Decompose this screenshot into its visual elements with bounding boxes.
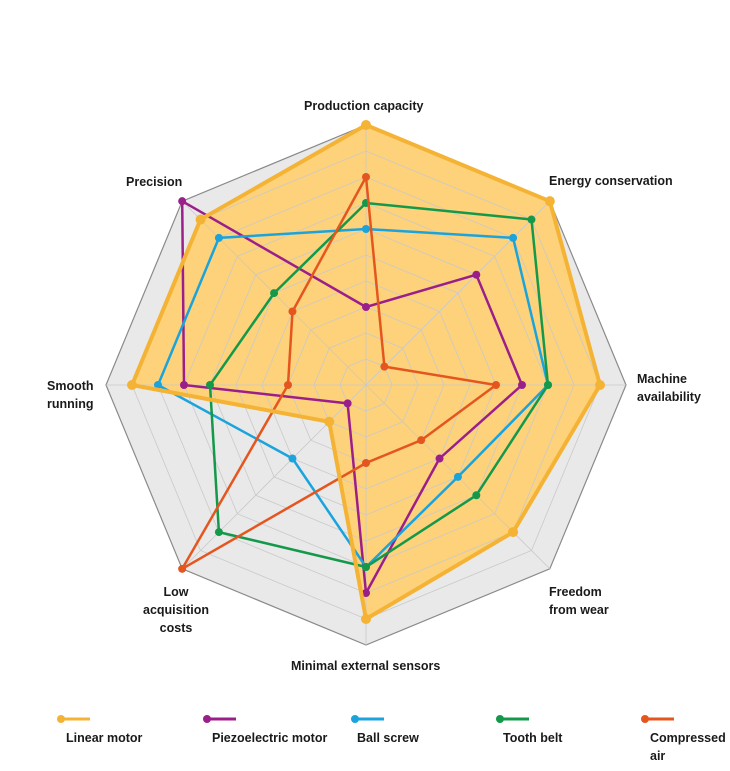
axis-label-low-acquisition-costs: Low acquisition costs <box>143 585 209 635</box>
data-point-ball-screw <box>509 233 518 242</box>
data-point-piezoelectric-motor <box>435 454 444 463</box>
legend-marker-compressed-air <box>641 715 649 723</box>
axis-label-smooth-running: Smooth running <box>47 379 94 411</box>
data-point-piezoelectric-motor <box>362 303 370 311</box>
data-point-compressed-air <box>380 362 389 371</box>
data-point-ball-screw <box>154 381 162 389</box>
legend-marker-tooth-belt <box>496 715 504 723</box>
axis-label-production-capacity: Production capacity <box>304 99 424 113</box>
data-point-compressed-air <box>288 307 297 316</box>
data-point-tooth-belt <box>544 381 552 389</box>
data-point-compressed-air <box>417 436 426 445</box>
data-point-linear-motor <box>361 614 371 624</box>
data-point-tooth-belt <box>472 491 481 500</box>
legend-label-tooth-belt: Tooth belt <box>503 731 563 745</box>
data-point-linear-motor <box>361 120 371 130</box>
data-point-tooth-belt <box>362 563 370 571</box>
legend-marker-linear-motor <box>57 715 65 723</box>
data-point-compressed-air <box>362 173 370 181</box>
axis-label-freedom-from-wear: Freedom from wear <box>549 585 609 617</box>
legend-label-ball-screw: Ball screw <box>357 731 419 745</box>
data-point-piezoelectric-motor <box>472 270 481 279</box>
data-point-ball-screw <box>214 233 223 242</box>
data-point-tooth-belt <box>527 215 536 224</box>
legend-label-linear-motor: Linear motor <box>66 731 143 745</box>
axis-label-precision: Precision <box>126 175 183 189</box>
axis-label-minimal-external-sensors: Minimal external sensors <box>291 659 441 673</box>
data-point-ball-screw <box>362 225 370 233</box>
data-point-ball-screw <box>453 472 462 481</box>
legend-marker-ball-screw <box>351 715 359 723</box>
legend-marker-piezoelectric-motor <box>203 715 211 723</box>
legend-label-compressed-air: Compressed air <box>650 731 726 763</box>
data-point-compressed-air <box>492 381 500 389</box>
data-point-tooth-belt <box>206 381 214 389</box>
data-point-linear-motor <box>195 214 206 225</box>
data-point-compressed-air <box>284 381 292 389</box>
data-point-linear-motor <box>324 416 335 427</box>
data-point-linear-motor <box>127 380 137 390</box>
legend-label-piezoelectric-motor: Piezoelectric motor <box>212 731 328 745</box>
data-point-compressed-air <box>178 564 187 573</box>
axis-label-energy-conservation: Energy conservation <box>549 174 673 188</box>
data-point-tooth-belt <box>270 289 279 298</box>
grid-spoke <box>181 384 367 570</box>
data-point-piezoelectric-motor <box>343 399 352 408</box>
data-point-linear-motor <box>508 527 519 538</box>
axis-label-machine-availability: Machine availability <box>637 372 701 404</box>
data-point-tooth-belt <box>214 528 223 537</box>
data-point-piezoelectric-motor <box>180 381 188 389</box>
data-point-piezoelectric-motor <box>518 381 526 389</box>
data-point-compressed-air <box>362 459 370 467</box>
data-point-linear-motor <box>595 380 605 390</box>
grid-spoke <box>365 200 551 386</box>
data-point-linear-motor <box>544 196 555 207</box>
data-point-piezoelectric-motor <box>362 589 370 597</box>
data-point-piezoelectric-motor <box>178 197 187 206</box>
data-point-ball-screw <box>288 454 297 463</box>
